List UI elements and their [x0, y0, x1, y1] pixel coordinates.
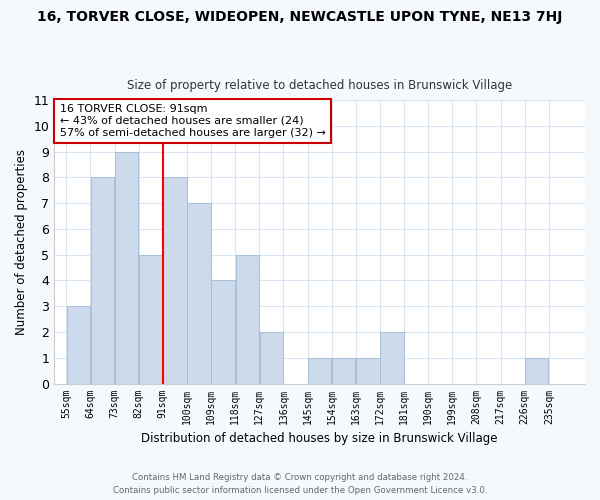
Text: Contains HM Land Registry data © Crown copyright and database right 2024.
Contai: Contains HM Land Registry data © Crown c…	[113, 474, 487, 495]
Bar	[380, 332, 404, 384]
Bar	[163, 178, 187, 384]
Bar	[332, 358, 355, 384]
Bar	[139, 254, 163, 384]
Title: Size of property relative to detached houses in Brunswick Village: Size of property relative to detached ho…	[127, 79, 512, 92]
Bar	[115, 152, 139, 384]
Bar	[308, 358, 331, 384]
Bar	[91, 178, 114, 384]
Bar	[67, 306, 90, 384]
Bar	[260, 332, 283, 384]
Bar	[211, 280, 235, 384]
Y-axis label: Number of detached properties: Number of detached properties	[15, 149, 28, 335]
Bar	[356, 358, 380, 384]
Text: 16, TORVER CLOSE, WIDEOPEN, NEWCASTLE UPON TYNE, NE13 7HJ: 16, TORVER CLOSE, WIDEOPEN, NEWCASTLE UP…	[37, 10, 563, 24]
Bar	[187, 203, 211, 384]
X-axis label: Distribution of detached houses by size in Brunswick Village: Distribution of detached houses by size …	[142, 432, 498, 445]
Bar	[236, 254, 259, 384]
Text: 16 TORVER CLOSE: 91sqm
← 43% of detached houses are smaller (24)
57% of semi-det: 16 TORVER CLOSE: 91sqm ← 43% of detached…	[59, 104, 325, 138]
Bar	[525, 358, 548, 384]
